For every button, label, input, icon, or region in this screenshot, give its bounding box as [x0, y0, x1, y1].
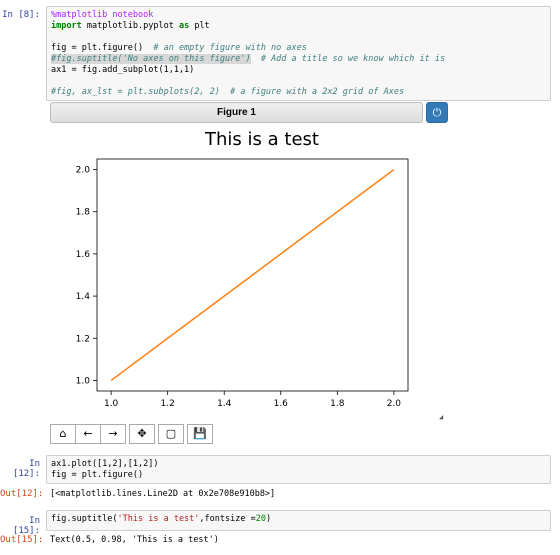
forward-arrow-icon: →	[108, 427, 118, 440]
x-tick-label: 1.2	[161, 399, 175, 409]
code-token: #fig.suptitle('No axes on this figure')	[51, 54, 251, 64]
code-token: ax1 = fig.add_subplot(1,1,1)	[51, 65, 195, 75]
save-icon: 💾	[193, 427, 207, 440]
code-token: %matplotlib notebook	[51, 10, 154, 20]
code-token: # an empty figure with no axes	[153, 43, 307, 53]
cell-8-in-prompt: In [8]:	[2, 10, 40, 20]
cell-12-out-prompt: Out[12]:	[0, 489, 44, 499]
x-tick-label: 1.8	[330, 399, 345, 409]
chart-suptitle: This is a test	[204, 129, 319, 150]
code-token: import	[51, 21, 82, 31]
cell-12-in-prompt: In [12]:	[12, 459, 40, 479]
power-icon: ⏻	[432, 106, 442, 119]
code-token: fig = plt.figure()	[51, 43, 154, 53]
figure-header: Figure 1	[50, 102, 423, 123]
code-token: 20	[255, 514, 266, 524]
code-token: fig.suptitle(	[51, 514, 118, 524]
y-tick-label: 2.0	[76, 166, 91, 176]
y-tick-label: 1.8	[76, 208, 91, 218]
figure-title: Figure 1	[217, 107, 256, 118]
resize-handle-icon[interactable]: ◢	[439, 413, 444, 421]
x-tick-label: 2.0	[387, 399, 402, 409]
pan-move-icon: ✥	[137, 427, 147, 440]
matplotlib-figure-canvas[interactable]: This is a test 1.0 1.2 1.4 1.6 1.8 2.0 1.0 1.2…	[50, 121, 450, 421]
figure-toolbar: ⌂ ← → ✥ ▢ 💾	[50, 424, 213, 444]
back-arrow-icon: ←	[83, 427, 93, 440]
zoom-rect-button[interactable]: ▢	[158, 424, 184, 444]
pan-move-button[interactable]: ✥	[129, 424, 155, 444]
code-line: ax1.plot([1,2],[1,2])	[51, 459, 158, 470]
code-cell-12[interactable]: ax1.plot([1,2],[1,2]) fig = plt.figure()	[46, 455, 551, 484]
code-cell-8[interactable]: %matplotlib notebook import matplotlib.py…	[46, 6, 551, 101]
code-token: # Add a title so we know which it is	[250, 54, 446, 64]
home-icon: ⌂	[59, 427, 67, 440]
y-tick-label: 1.4	[76, 292, 91, 302]
x-tick-label: 1.0	[104, 399, 119, 409]
close-figure-button[interactable]: ⏻	[426, 102, 448, 123]
code-token: ,fontsize =	[199, 514, 256, 524]
cell-15-output: Text(0.5, 0.98, 'This is a test')	[50, 535, 219, 545]
code-line: fig.suptitle('This is a test',fontsize =…	[51, 514, 271, 525]
zoom-rect-icon: ▢	[165, 427, 177, 440]
code-line: #fig.suptitle('No axes on this figure') …	[51, 54, 445, 65]
save-button[interactable]: 💾	[187, 424, 213, 444]
code-line: #fig, ax_lst = plt.subplots(2, 2) # a fi…	[51, 87, 404, 98]
code-token: fig = plt.figure()	[51, 470, 144, 480]
code-token: as	[178, 21, 190, 31]
cell-15-in-prompt: In [15]:	[12, 516, 40, 536]
series-line-0	[110, 168, 395, 382]
cell-15-out-prompt: Out[15]:	[0, 535, 44, 545]
y-tick-label: 1.0	[76, 376, 91, 386]
code-token: matplotlib.pyplot	[81, 21, 179, 31]
code-token: 'This is a test'	[117, 514, 200, 524]
code-line: %matplotlib notebook	[51, 10, 153, 21]
forward-arrow-button[interactable]: →	[100, 424, 126, 444]
home-button[interactable]: ⌂	[50, 424, 76, 444]
code-line: fig = plt.figure() # an empty figure wit…	[51, 43, 307, 54]
code-line: fig = plt.figure()	[51, 470, 143, 481]
code-token: #fig, ax_lst = plt.subplots(2, 2) # a fi…	[51, 87, 405, 97]
code-line: import matplotlib.pyplot as plt	[51, 21, 210, 32]
code-token: ax1.plot([1,2],[1,2])	[51, 459, 159, 469]
y-tick-label: 1.6	[76, 250, 91, 260]
code-token: plt	[189, 21, 210, 31]
code-line: ax1 = fig.add_subplot(1,1,1)	[51, 65, 194, 76]
code-token: )	[265, 514, 272, 524]
x-tick-label: 1.4	[217, 399, 232, 409]
cell-12-output: [<matplotlib.lines.Line2D at 0x2e708e910…	[50, 489, 276, 499]
x-tick-label: 1.6	[274, 399, 289, 409]
code-cell-15[interactable]: fig.suptitle('This is a test',fontsize =…	[46, 510, 551, 531]
back-arrow-button[interactable]: ←	[75, 424, 101, 444]
y-tick-label: 1.2	[76, 334, 90, 344]
